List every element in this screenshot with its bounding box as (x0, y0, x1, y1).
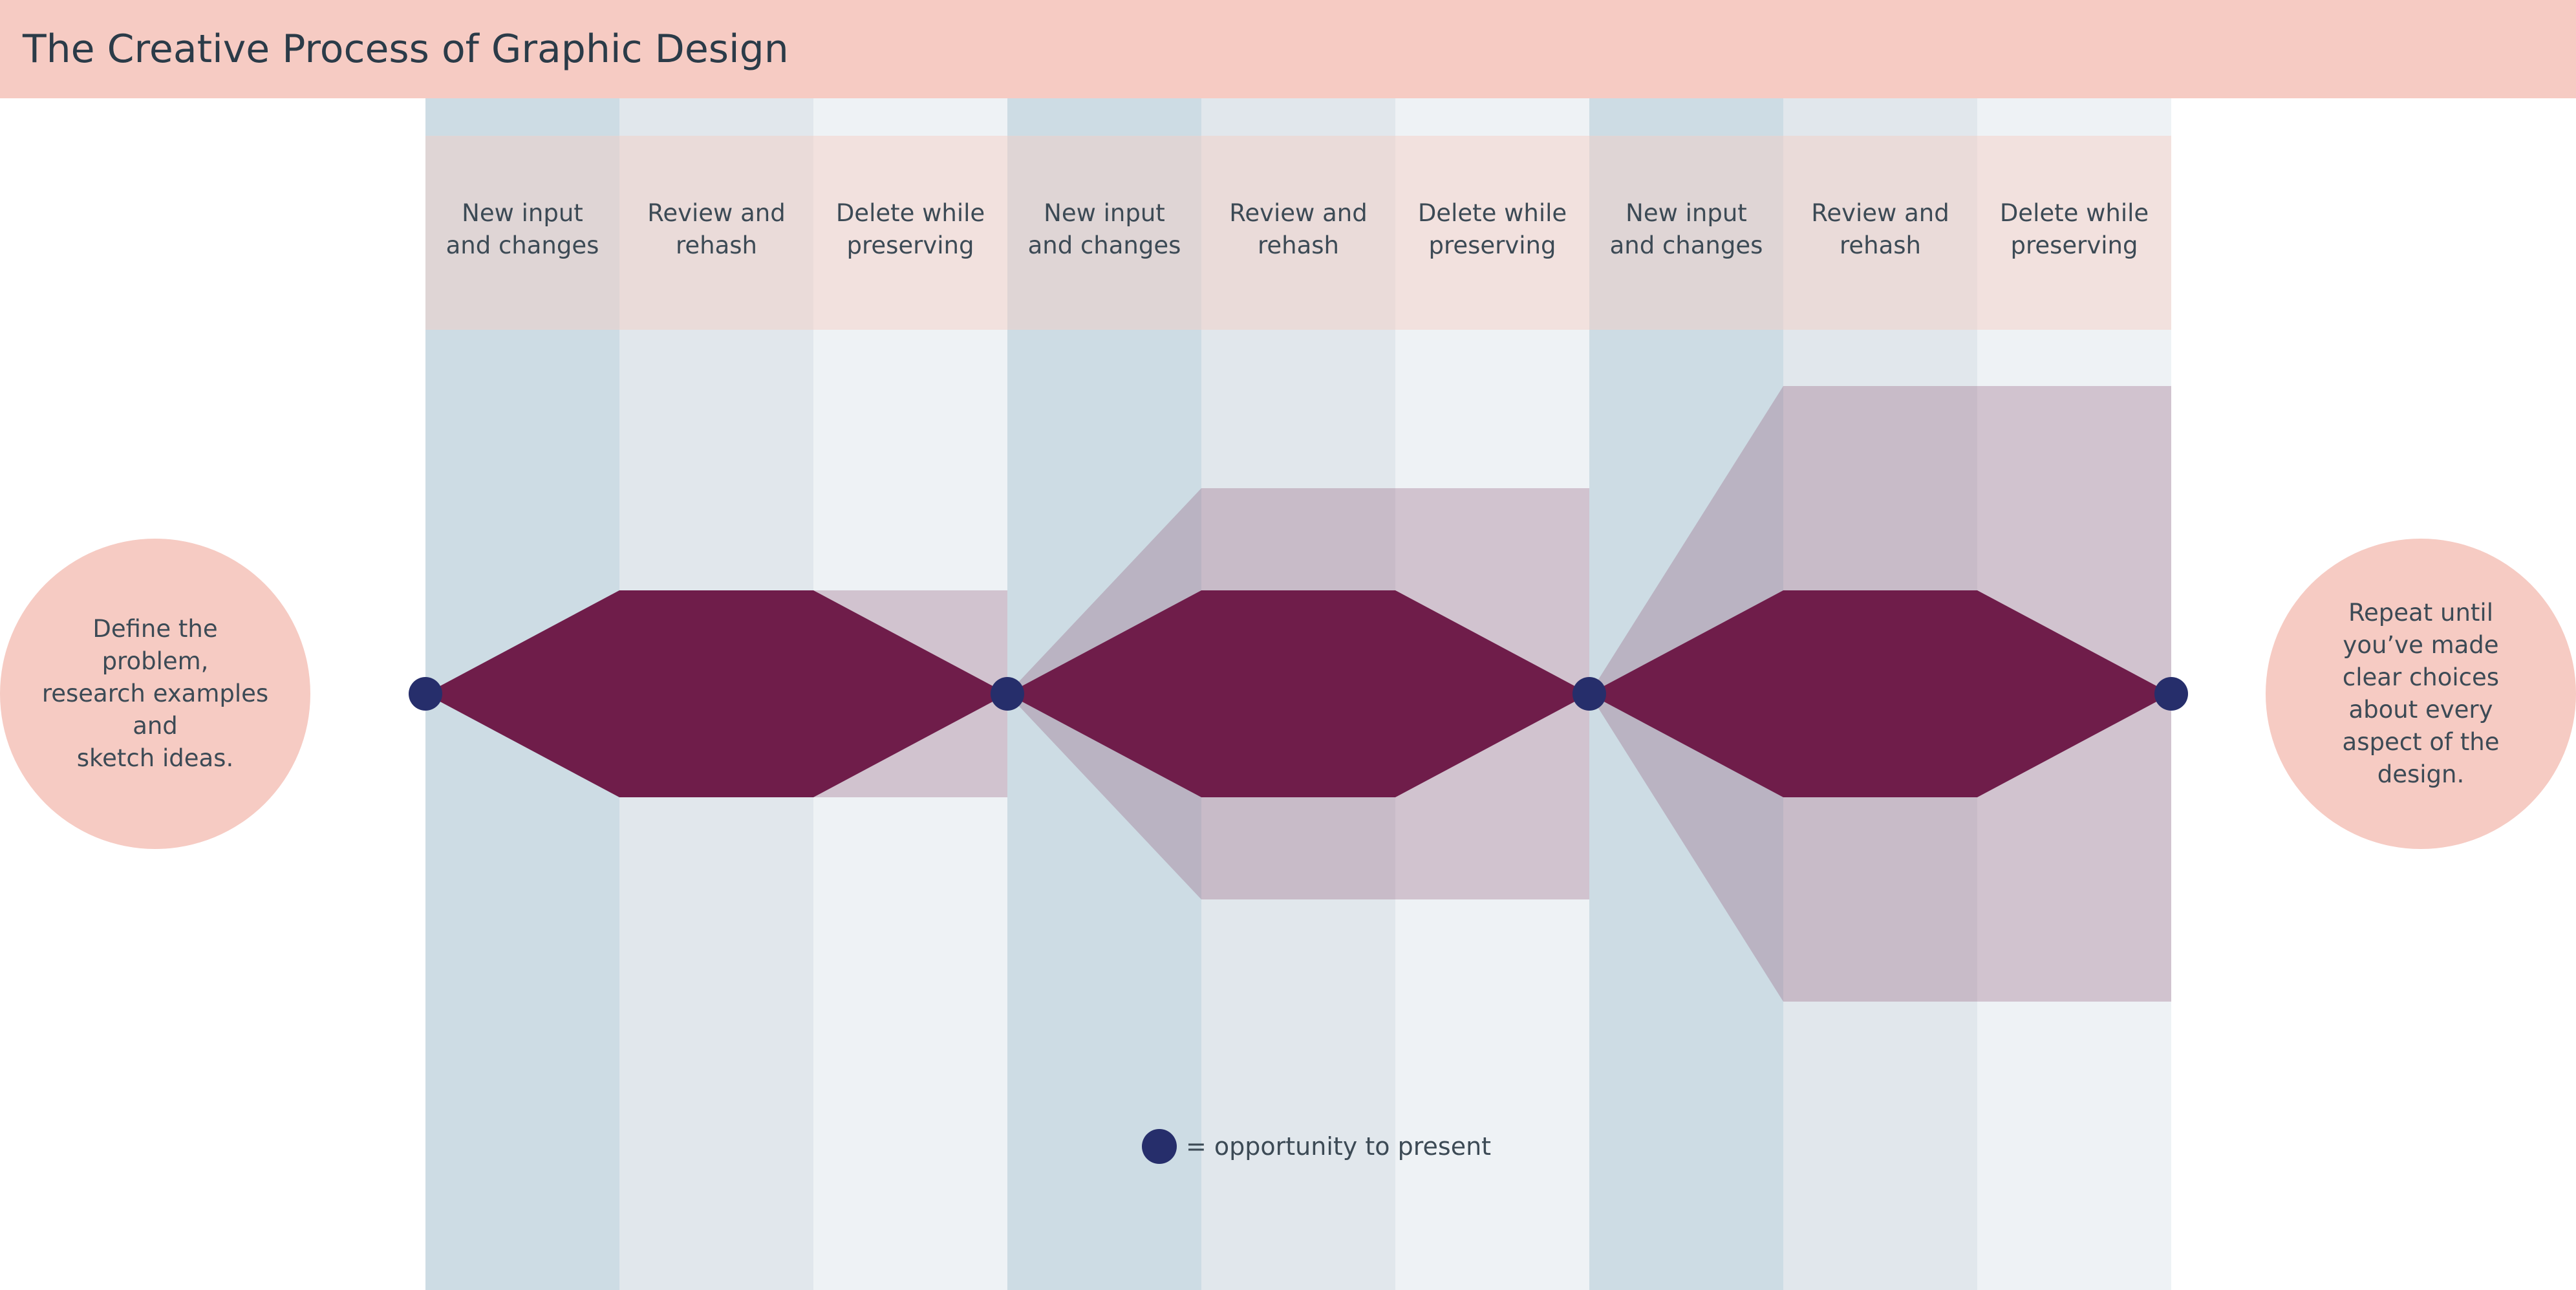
column-label-text: Review and rehash (647, 199, 786, 259)
page-title: The Creative Process of Graphic Design (23, 27, 789, 72)
column-label-text: Delete while preserving (1417, 199, 1567, 259)
header-bar: The Creative Process of Graphic Design (0, 0, 2576, 98)
iteration-hexagon (425, 590, 1007, 797)
end-node-label: Repeat until you’ve made clear choices a… (2342, 599, 2500, 788)
column-label: Review and rehash (619, 194, 813, 265)
column-label-text: New input and changes (1609, 199, 1763, 259)
column-label: Delete while preserving (1395, 194, 1589, 265)
start-circle (0, 539, 310, 849)
column-label: Delete while preserving (813, 194, 1007, 265)
present-node-icon (409, 677, 442, 711)
column-label-text: Review and rehash (1229, 199, 1368, 259)
legend-node-icon (1142, 1129, 1177, 1164)
iteration-hexagon (1007, 590, 1589, 797)
column-label: New input and changes (1589, 194, 1783, 265)
column-label-band (425, 136, 2171, 330)
column-label: Review and rehash (1783, 194, 1977, 265)
column-label: New input and changes (1007, 194, 1201, 265)
legend: = opportunity to present (1142, 1128, 1491, 1165)
present-node-icon (991, 677, 1024, 711)
column-label-text: New input and changes (445, 199, 599, 259)
present-node-icon (1572, 677, 1606, 711)
column-label: Delete while preserving (1977, 194, 2171, 265)
column-label-text: New input and changes (1027, 199, 1181, 259)
column-label: Review and rehash (1201, 194, 1395, 265)
end-circle (2266, 539, 2576, 849)
present-node-icon (2154, 677, 2188, 711)
column-label: New input and changes (425, 194, 619, 265)
start-node-label: Define the problem, research examples an… (41, 615, 269, 772)
column-label-text: Delete while preserving (835, 199, 985, 259)
column-label-text: Review and rehash (1811, 199, 1949, 259)
column-label-text: Delete while preserving (1999, 199, 2149, 259)
iteration-hexagon (1589, 590, 2171, 797)
legend-text: = opportunity to present (1186, 1132, 1492, 1161)
start-node-text: Define the problem, research examples an… (26, 564, 284, 823)
end-node-text: Repeat until you’ve made clear choices a… (2292, 564, 2550, 823)
